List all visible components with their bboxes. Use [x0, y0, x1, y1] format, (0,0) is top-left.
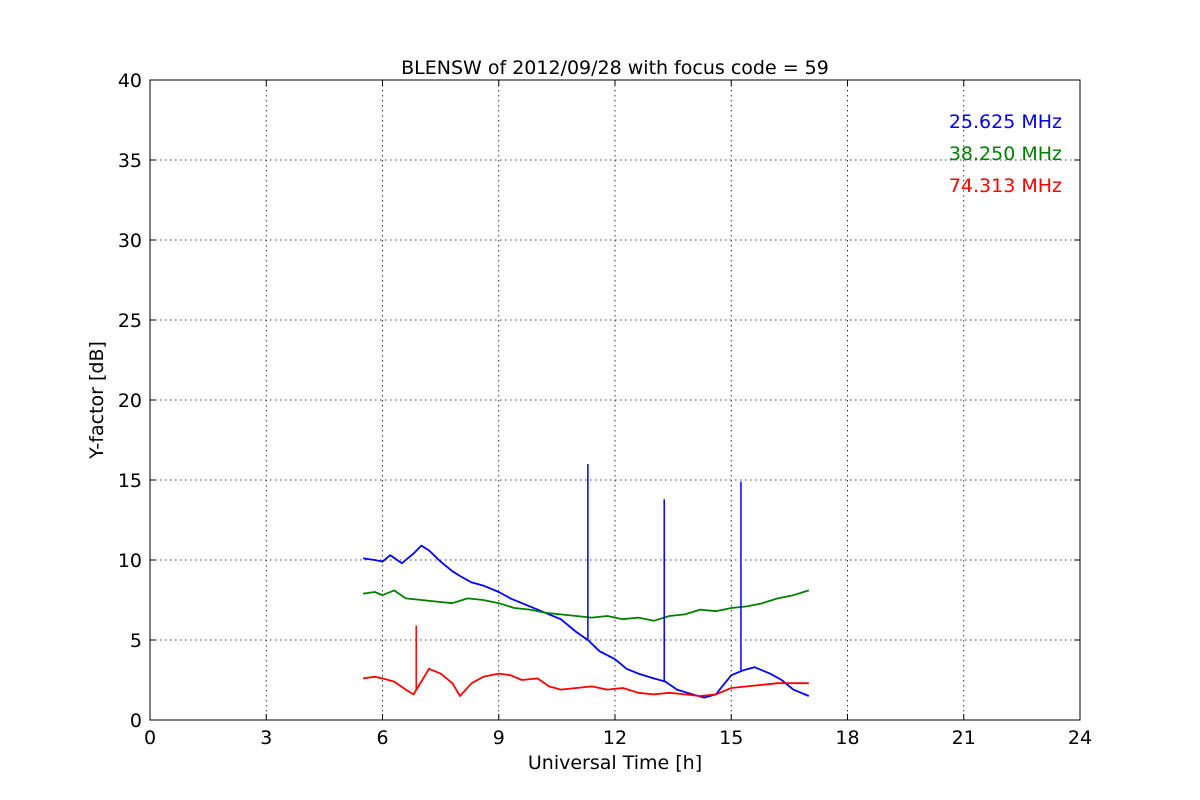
chart-title: BLENSW of 2012/09/28 with focus code = 5… — [401, 57, 829, 79]
grid — [150, 80, 1080, 720]
series-layer — [362, 464, 810, 699]
y-tick-label: 20 — [118, 390, 142, 412]
series-line-3 — [362, 667, 809, 697]
x-tick-label: 21 — [952, 727, 976, 749]
series-line-2 — [362, 589, 810, 622]
legend: 25.625 MHz 38.250 MHz 74.313 MHz — [949, 111, 1062, 197]
y-tick-label: 15 — [118, 470, 142, 492]
y-tick-label: 30 — [118, 230, 142, 252]
legend-entry-1: 25.625 MHz — [949, 111, 1062, 133]
x-tick-label: 12 — [603, 727, 627, 749]
x-axis-label: Universal Time [h] — [528, 752, 702, 774]
y-tick-label: 10 — [118, 550, 142, 572]
y-tick-label: 0 — [130, 710, 142, 732]
series-line-1 — [362, 544, 810, 699]
x-tick-label: 15 — [719, 727, 743, 749]
legend-entry-3: 74.313 MHz — [949, 175, 1062, 197]
y-tick-label: 35 — [118, 150, 142, 172]
x-tick-label: 24 — [1068, 727, 1092, 749]
tick-labels: 0 3 6 9 12 15 18 21 24 0 5 10 15 20 25 30 35 40 — [118, 70, 1092, 749]
x-tick-label: 18 — [835, 727, 859, 749]
ticks — [149, 79, 1081, 721]
x-tick-label: 6 — [376, 727, 388, 749]
y-axis-label: Y-factor [dB] — [86, 341, 108, 460]
y-tick-label: 5 — [130, 630, 142, 652]
x-tick-label: 3 — [260, 727, 272, 749]
x-tick-label: 0 — [144, 727, 156, 749]
x-tick-label: 9 — [493, 727, 505, 749]
legend-entry-2: 38.250 MHz — [949, 143, 1062, 165]
y-tick-label: 40 — [118, 70, 142, 92]
y-tick-label: 25 — [118, 310, 142, 332]
